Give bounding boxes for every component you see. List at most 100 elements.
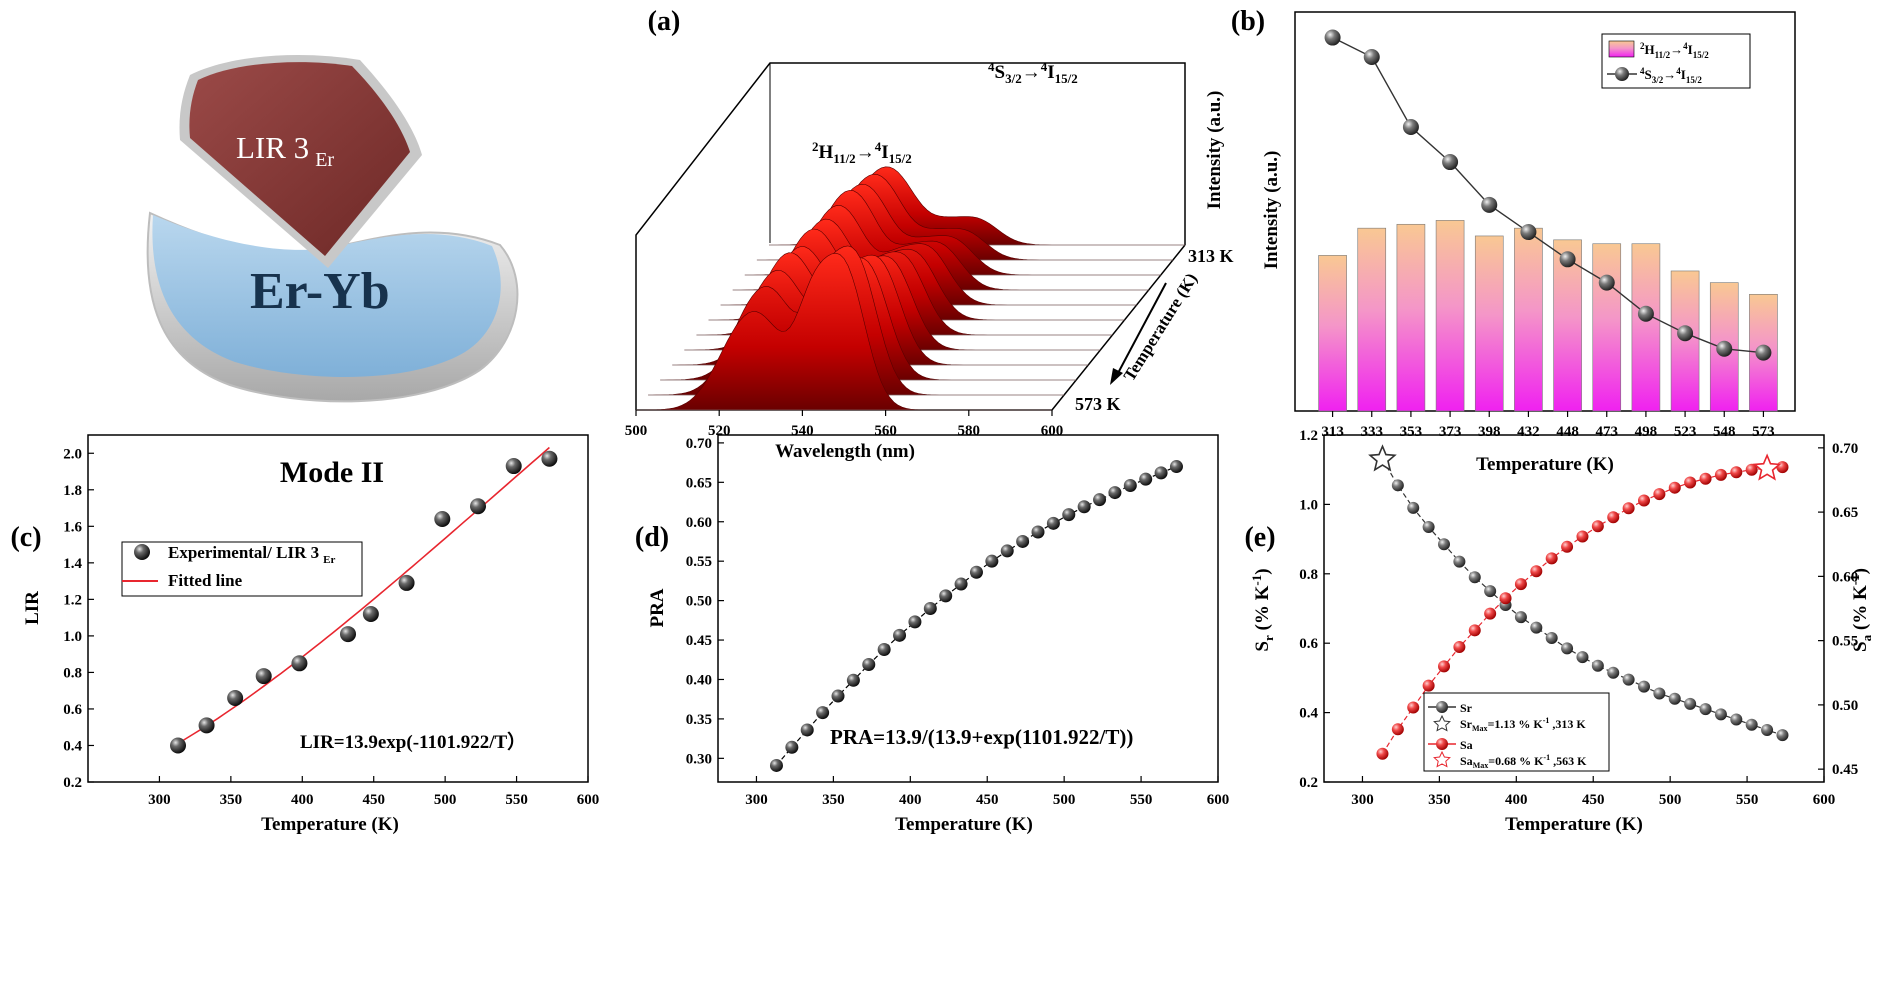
b-line [1324,29,1772,361]
xtick-label: 300 [745,792,768,808]
c-point-498 [434,511,451,528]
b-bar-333 [1357,227,1387,412]
e-sr-point [1484,585,1497,598]
e-legend-sr-ball [1436,701,1448,713]
wedge-label-sub: Er [315,149,334,171]
b-xticks: 313 333 353 373 398 432 448 473 498 523 548 573 [1321,411,1775,440]
b-legend-ball [1615,67,1629,81]
ytick-label: 1.6 [63,519,82,535]
a-annotation-1: 2H11/2→4I15/2 [812,139,912,166]
panel-e: (e) 300 350 400 450 500 550 600 0.2 0.4 0.6 0.8 1.0… [1244,428,1874,835]
d-equation: PRA=13.9/(13.9+exp(1101.922/T)) [830,725,1133,749]
panel-c-label: (c) [10,522,41,553]
ytick-label: 0.6 [63,702,82,718]
e-sa-point [1561,540,1574,553]
e-sa-point [1730,466,1743,479]
c-legend-fit: Fitted line [168,571,243,590]
e-sr-point [1561,642,1574,655]
xtick-label: 600 [1813,792,1836,808]
a-z-end: 573 K [1075,394,1121,414]
d-point-473 [1016,534,1030,548]
ytick-label: 0.2 [1299,775,1318,791]
ytick-label: 1.8 [63,483,82,499]
wedge-face [189,62,410,256]
a-zlabel: Temperature (K) [1120,270,1201,385]
e-sa-point [1653,488,1666,501]
d-point-373 [862,657,876,671]
e-ylabel-right: Sa (% K-1) [1847,568,1874,652]
d-point-523 [1093,493,1107,507]
e-sr-point [1776,729,1789,742]
e-legend-sr-max: SrMax=1.13 % K-1 ,313 K [1460,716,1586,733]
c-point-353 [227,689,244,706]
box-right-bottom [1051,244,1186,411]
c-point-373 [255,668,272,685]
e-sa-point [1607,511,1620,524]
b-xtick-label: 448 [1556,424,1579,440]
e-legend-sa: Sa [1460,738,1473,752]
d-point-423 [939,589,953,603]
a-xtick-label: 560 [874,423,897,439]
ytick-label: 0.55 [686,554,712,570]
b-bar-398 [1474,235,1504,412]
c-point-573 [541,450,558,467]
e-sa-point [1545,552,1558,565]
ytick-label: 0.8 [63,665,82,681]
c-legend-ball [134,544,150,560]
e-sa-point [1668,481,1681,494]
e-sa-point [1391,723,1404,736]
mode-illustration: Er-Yb LIR 3 Er Mode II [146,55,519,489]
e-sr-point [1638,680,1650,693]
bowl-face [152,215,501,377]
b-legend-line-label: 4S3/2→4I15/2 [1640,66,1702,85]
d-point-553 [1139,472,1153,486]
b-bar-313 [1318,255,1347,412]
ytick-label: 0.8 [1299,567,1318,583]
d-point-573 [1169,460,1183,474]
b-legend: 2H11/2→4I15/2 4S3/2→4I15/2 [1601,33,1751,89]
ytick-label: 0.30 [686,751,712,767]
a-xtick-label: 500 [625,423,648,439]
ytick-label: 1.0 [1299,497,1318,513]
c-equation: LIR=13.9exp(-1101.922/T） [300,730,526,753]
xtick-label: 300 [148,792,171,808]
d-point-413 [923,602,937,615]
b-line-point [1363,49,1380,66]
d-xlabel: Temperature (K) [895,814,1033,835]
c-legend-box [121,541,363,597]
e-sa-point [1468,624,1481,637]
e-xlabel: Temperature (K) [1505,814,1643,835]
d-axes: 300 350 400 450 500 550 600 0.30 0.35 0.40 0.45 0.5… [686,436,1230,808]
ytick-right-label: 0.65 [1832,505,1858,521]
e-sr-max-star [1368,444,1397,472]
b-line-point [1481,196,1498,213]
xtick-label: 600 [577,792,600,808]
d-point-383 [877,643,891,657]
b-bar-448 [1553,239,1582,412]
d-point-353 [831,689,845,703]
b-line-point [1716,340,1733,357]
d-point-483 [1031,525,1045,539]
ytick-label: 0.40 [686,672,712,688]
xtick-label: 400 [291,792,314,808]
b-xtick-label: 432 [1517,424,1540,440]
e-sa-max-star [1752,453,1782,481]
e-legend-sa-ball [1436,738,1448,750]
panel-c: (c) 300 350 400 450 500 550 600 0.2 0.4 0.6 0.8 1.0… [10,434,600,835]
e-legend: Sr SrMax=1.13 % K-1 ,313 K Sa SaMax=0.68… [1423,692,1610,772]
spectra-group [636,166,1185,411]
panel-b-label: (b) [1231,6,1265,37]
a-xtick-label: 540 [791,423,814,439]
d-point-343 [816,706,830,720]
d-point-403 [908,615,922,629]
panel-e-label: (e) [1244,522,1275,553]
e-sr-point [1391,479,1404,492]
b-bar-473 [1592,243,1622,412]
e-legend-box [1423,692,1610,772]
panel-d: (d) 300 350 400 450 500 550 600 0.30 0.35 0.40 0.4… [635,434,1230,835]
xtick-label: 550 [1736,792,1759,808]
d-point-363 [846,673,860,687]
d-point-443 [969,565,983,579]
b-bar-432 [1514,227,1543,412]
e-sa-point [1638,494,1650,507]
